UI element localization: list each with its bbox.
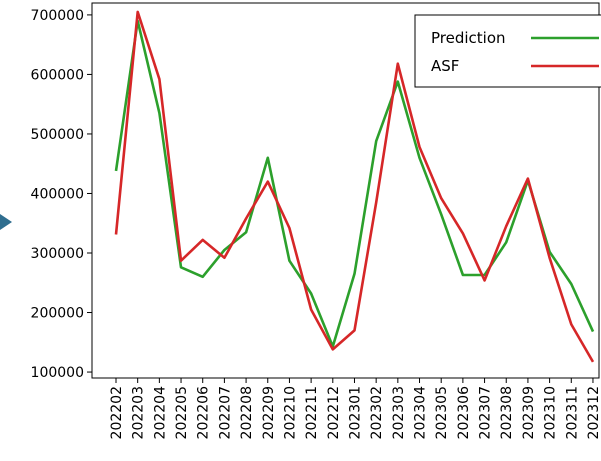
y-tick-label: 500000 [31,127,84,143]
x-tick-label: 202209 [261,386,277,439]
x-tick-label: 202306 [456,386,472,440]
legend-box [414,14,601,88]
x-tick-label: 202204 [152,386,168,440]
arrow-right-icon [0,214,12,230]
x-tick-label: 202210 [282,386,298,439]
x-tick-label: 202303 [391,386,407,439]
y-tick-label: 400000 [31,186,84,202]
y-axis: 100000 200000 300000 400000 500000 600000 7000… [31,8,92,381]
x-tick-label: 202202 [109,386,125,439]
x-tick-label: 202310 [543,386,559,439]
x-tick-label: 202212 [326,386,342,439]
series-layer [114,10,595,363]
plot-area [91,2,600,379]
x-tick-label: 202206 [196,386,212,440]
x-tick-label: 202311 [564,386,580,439]
x-tick-label: 202302 [369,386,385,439]
y-tick-label: 700000 [31,8,84,24]
x-tick-label: 202307 [478,386,494,439]
series-line-prediction [114,19,595,348]
series-line-asf [114,10,595,363]
x-tick-label: 202205 [174,386,190,439]
x-tick-label: 202211 [304,386,320,439]
x-tick-label: 202305 [434,386,450,439]
x-tick-label: 202308 [499,386,515,439]
x-tick-label: 202301 [347,386,363,439]
x-tick-label: 202208 [239,386,255,439]
x-tick-label: 202309 [521,386,537,439]
y-tick-label: 100000 [31,365,84,381]
y-tick-label: 200000 [31,306,84,322]
x-tick-label: 202203 [131,386,147,439]
x-tick-label: 202312 [586,386,601,439]
x-tick-label: 202207 [217,386,233,439]
y-tick-label: 600000 [31,67,84,83]
y-tick-label: 300000 [31,246,84,262]
legend-label-asf: ASF [431,57,459,75]
legend-label-prediction: Prediction [431,29,506,47]
x-tick-label: 202304 [413,386,429,440]
x-axis: 202202 202203 202204 202205 202206 202207 2022… [109,378,601,439]
legend: Prediction ASF [414,14,601,88]
